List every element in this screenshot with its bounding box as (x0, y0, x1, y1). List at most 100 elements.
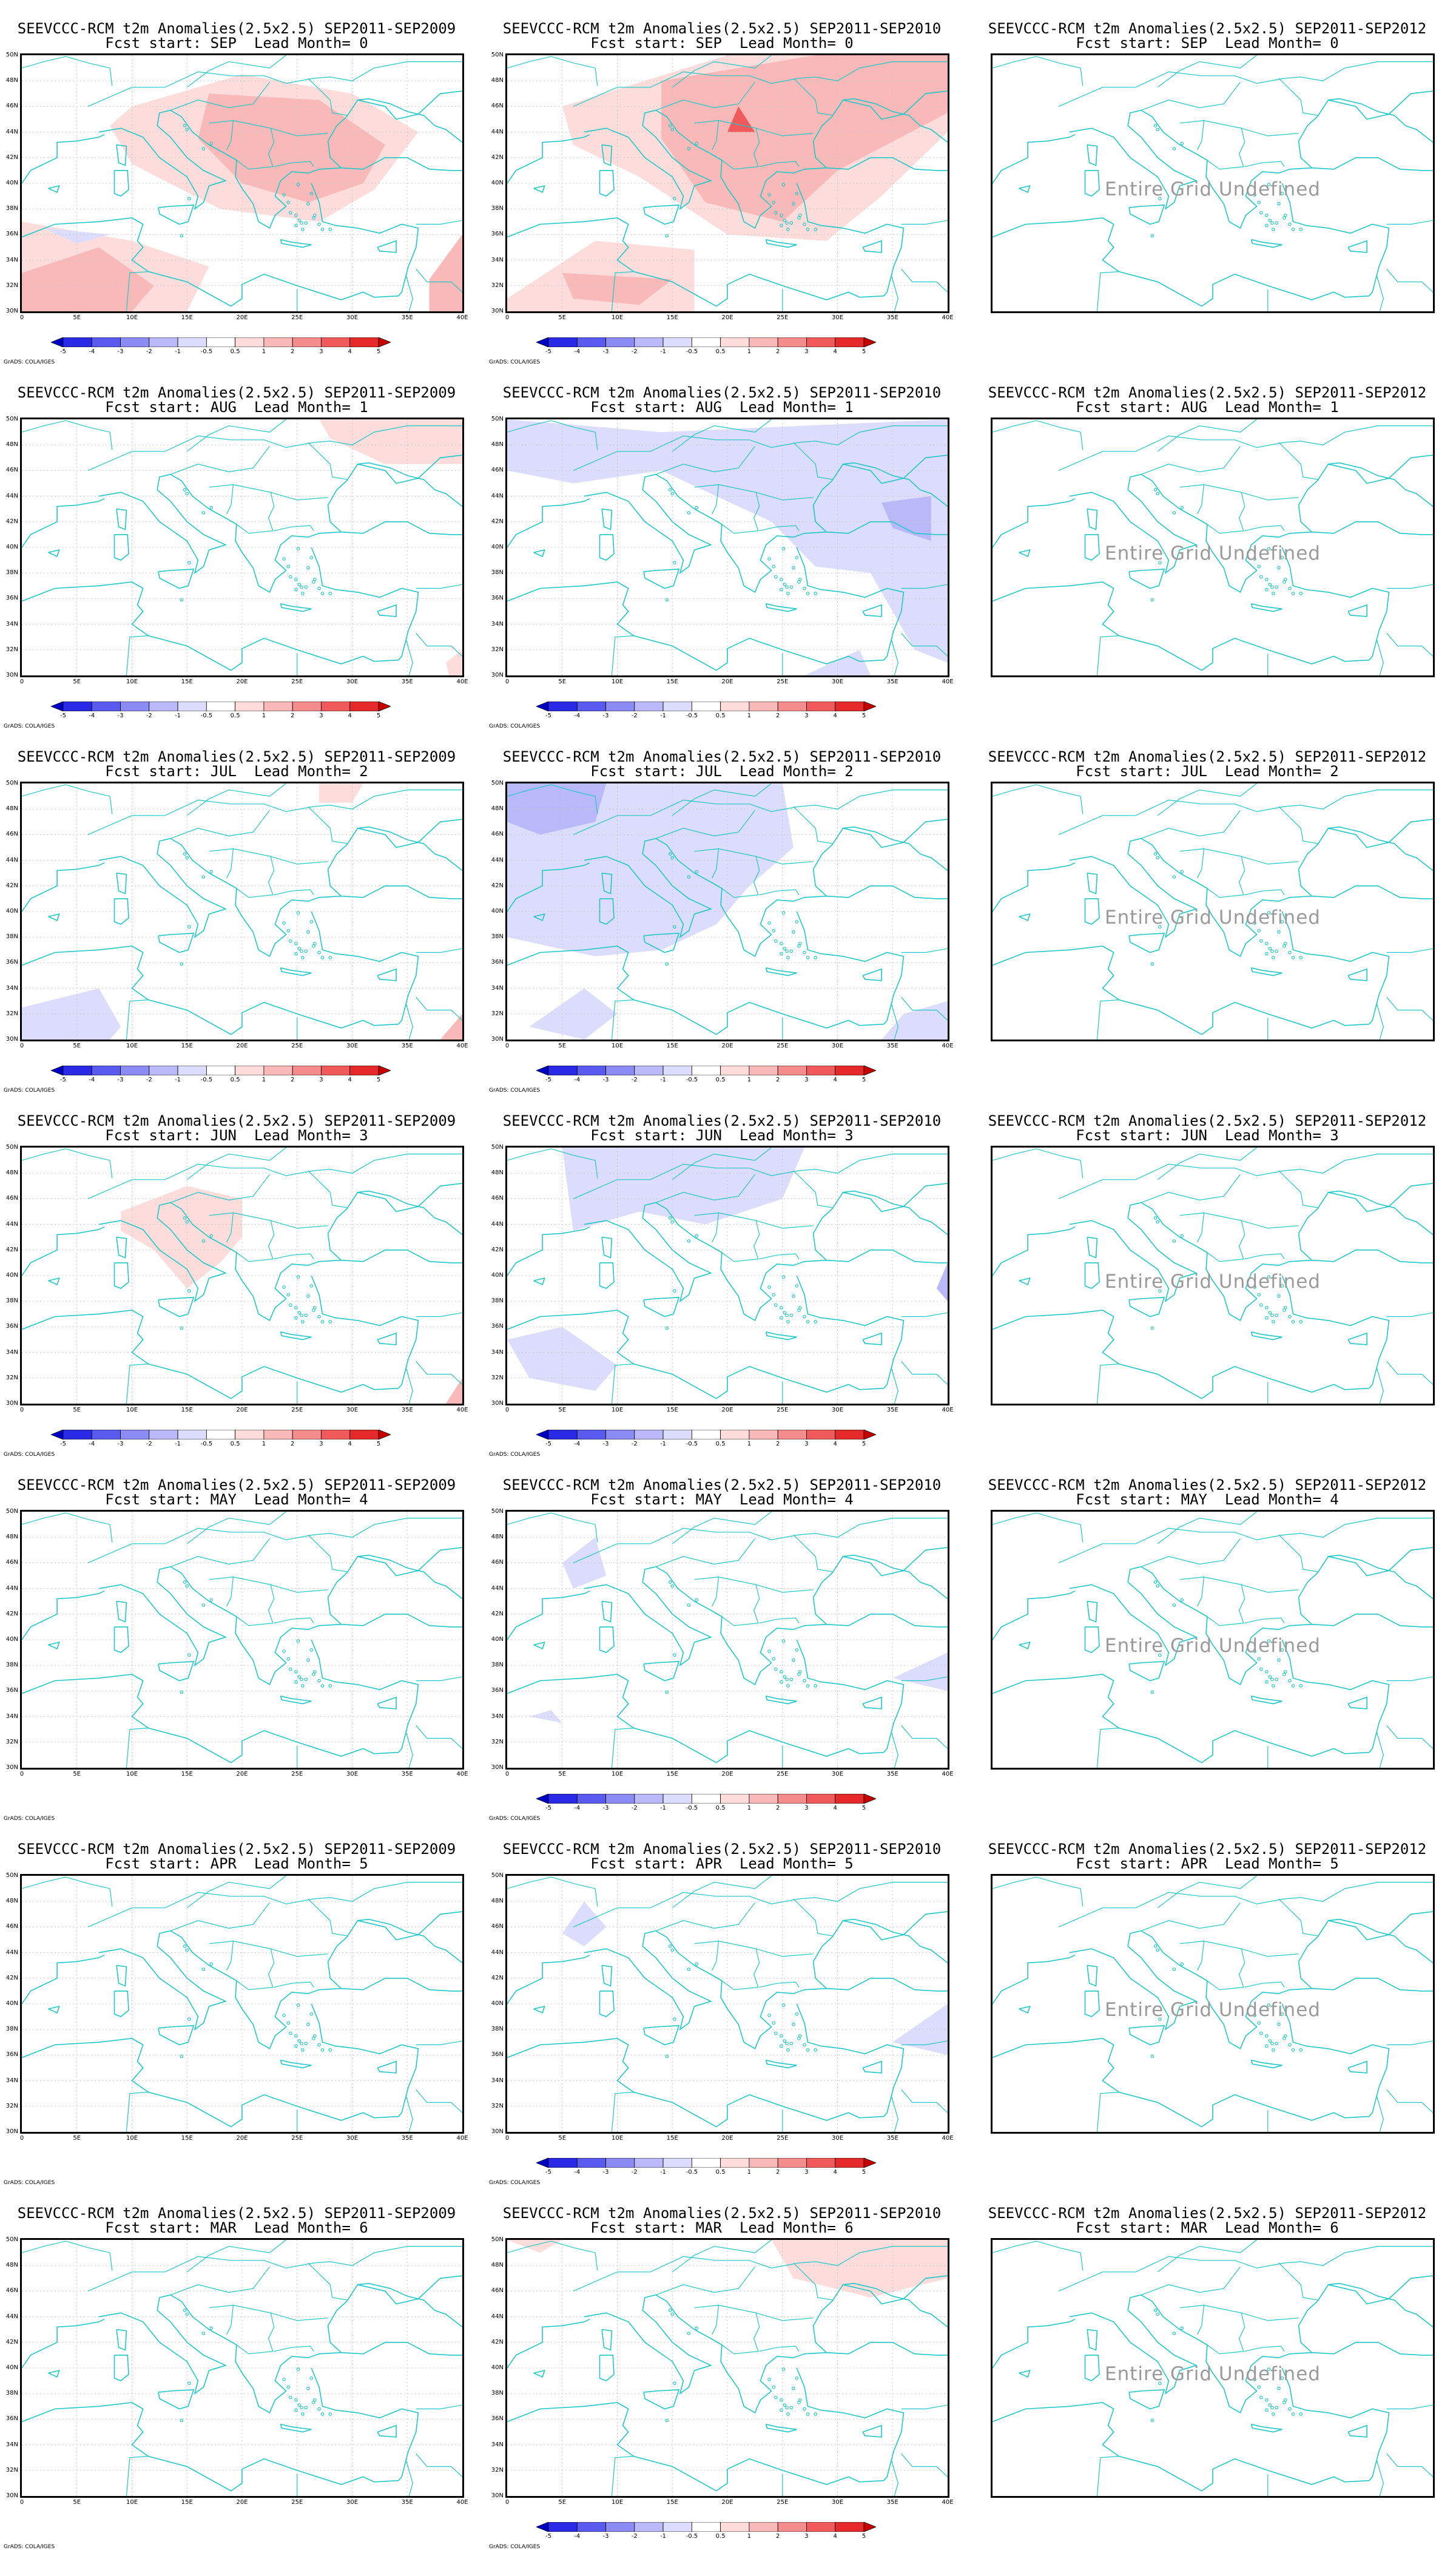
x-tick-label: 15E (666, 1043, 678, 1049)
y-tick-label: 40N (491, 1636, 504, 1643)
country-border (233, 1941, 275, 1990)
country-border (901, 2404, 948, 2410)
y-tick-label: 50N (491, 1144, 504, 1151)
colorbar-segment (605, 702, 635, 711)
coastline (1328, 1554, 1433, 1600)
coastline (1069, 837, 1198, 939)
x-tick-label: 30E (346, 1771, 359, 1777)
island (304, 585, 308, 589)
coastline (98, 109, 228, 211)
x-tick-label: 35E (401, 2499, 413, 2506)
panel-title: SEEVCCC-RCM t2m Anomalies(2.5x2.5) SEP20… (502, 384, 942, 401)
panel-subtitle: Fcst start: AUG Lead Month= 1 (105, 399, 368, 416)
colorbar-label: -1 (660, 1441, 667, 1447)
colorbar-segment (605, 1430, 635, 1439)
coastline (643, 933, 680, 953)
coastline (796, 1275, 905, 1389)
coastline (22, 2038, 399, 2128)
coastline (1128, 569, 1165, 589)
coastline (1084, 534, 1100, 561)
colorbar-label: 2 (290, 1077, 295, 1083)
island (1265, 587, 1269, 592)
country-border (1141, 445, 1241, 475)
panel-title: SEEVCCC-RCM t2m Anomalies(2.5x2.5) SEP20… (988, 20, 1427, 37)
coastline (533, 185, 545, 193)
island (1267, 1275, 1271, 1279)
coastline (1087, 2328, 1098, 2351)
coastline (113, 1626, 129, 1654)
island (297, 2403, 302, 2407)
coastline (1281, 547, 1390, 661)
y-tick-label: 34N (5, 2441, 18, 2448)
country-border (756, 1220, 814, 1229)
map-svg (993, 2240, 1433, 2496)
coastline (533, 913, 545, 921)
x-tick-label: 25E (291, 1771, 303, 1777)
coastline (1347, 2060, 1367, 2074)
island (780, 1680, 783, 1684)
island (294, 1316, 298, 1320)
country-border (1157, 1512, 1257, 1544)
x-tick-label: 40E (456, 678, 468, 685)
coastline (311, 1639, 419, 1753)
island (1257, 2385, 1261, 2389)
x-tick-label: 10E (126, 314, 138, 321)
x-tick-label: 20E (721, 1043, 733, 1049)
x-tick-label: 10E (126, 1043, 138, 1049)
colorbar-label: 0.5 (715, 1441, 726, 1447)
colorbar-segment (177, 702, 207, 711)
colorbar (536, 337, 876, 347)
island (1257, 1657, 1261, 1661)
y-tick-label: 48N (5, 2262, 18, 2269)
colorbar-label: 5 (376, 1077, 381, 1083)
y-tick-label: 48N (491, 1898, 504, 1905)
coastline (862, 2060, 882, 2074)
colorbar-label: 3 (804, 2533, 809, 2540)
colorbar-segment (177, 1430, 207, 1439)
colorbar-segment (720, 2158, 750, 2168)
colorbar-label: -0.5 (686, 1441, 698, 1447)
colorbar-segment (548, 2158, 578, 2168)
x-tick-label: 0 (19, 2135, 24, 2142)
island (1158, 2381, 1162, 2386)
coastline (584, 1930, 713, 2031)
coastline (993, 581, 1369, 671)
coastline (311, 547, 419, 661)
anomaly-shading (881, 1001, 948, 1040)
island (1265, 1316, 1269, 1320)
country-border (1241, 492, 1299, 501)
island (673, 2017, 676, 2021)
y-tick-label: 38N (5, 205, 18, 212)
y-tick-label: 36N (491, 2051, 504, 2058)
y-tick-label: 42N (5, 518, 18, 525)
colorbar-label: 3 (804, 712, 809, 719)
island (774, 575, 778, 579)
coastline (655, 90, 948, 229)
island (785, 2406, 789, 2410)
coastline (357, 462, 462, 507)
coastline (158, 205, 195, 225)
country-border (274, 1617, 314, 1624)
country-border (87, 61, 462, 107)
island (309, 556, 314, 560)
island (1277, 930, 1281, 934)
island (795, 2012, 799, 2016)
country-border (901, 997, 948, 1021)
coastline (1141, 1911, 1433, 2050)
y-tick-label: 32N (491, 282, 504, 289)
island (785, 1677, 789, 1682)
island (289, 939, 292, 943)
coastline (357, 1554, 462, 1600)
island (282, 1649, 286, 1653)
island (1253, 921, 1256, 925)
island (300, 1677, 303, 1682)
colorbar-segment (120, 337, 150, 347)
x-tick-label: 35E (401, 1407, 413, 1413)
island (320, 2048, 325, 2052)
x-tick-label: 5E (558, 1407, 567, 1413)
island (803, 1679, 806, 1683)
coastline (22, 1591, 105, 1640)
colorbar-label: 4 (833, 1077, 837, 1083)
island (286, 1293, 291, 1297)
map-panel: SEEVCCC-RCM t2m Anomalies(2.5x2.5) SEP20… (485, 0, 971, 365)
